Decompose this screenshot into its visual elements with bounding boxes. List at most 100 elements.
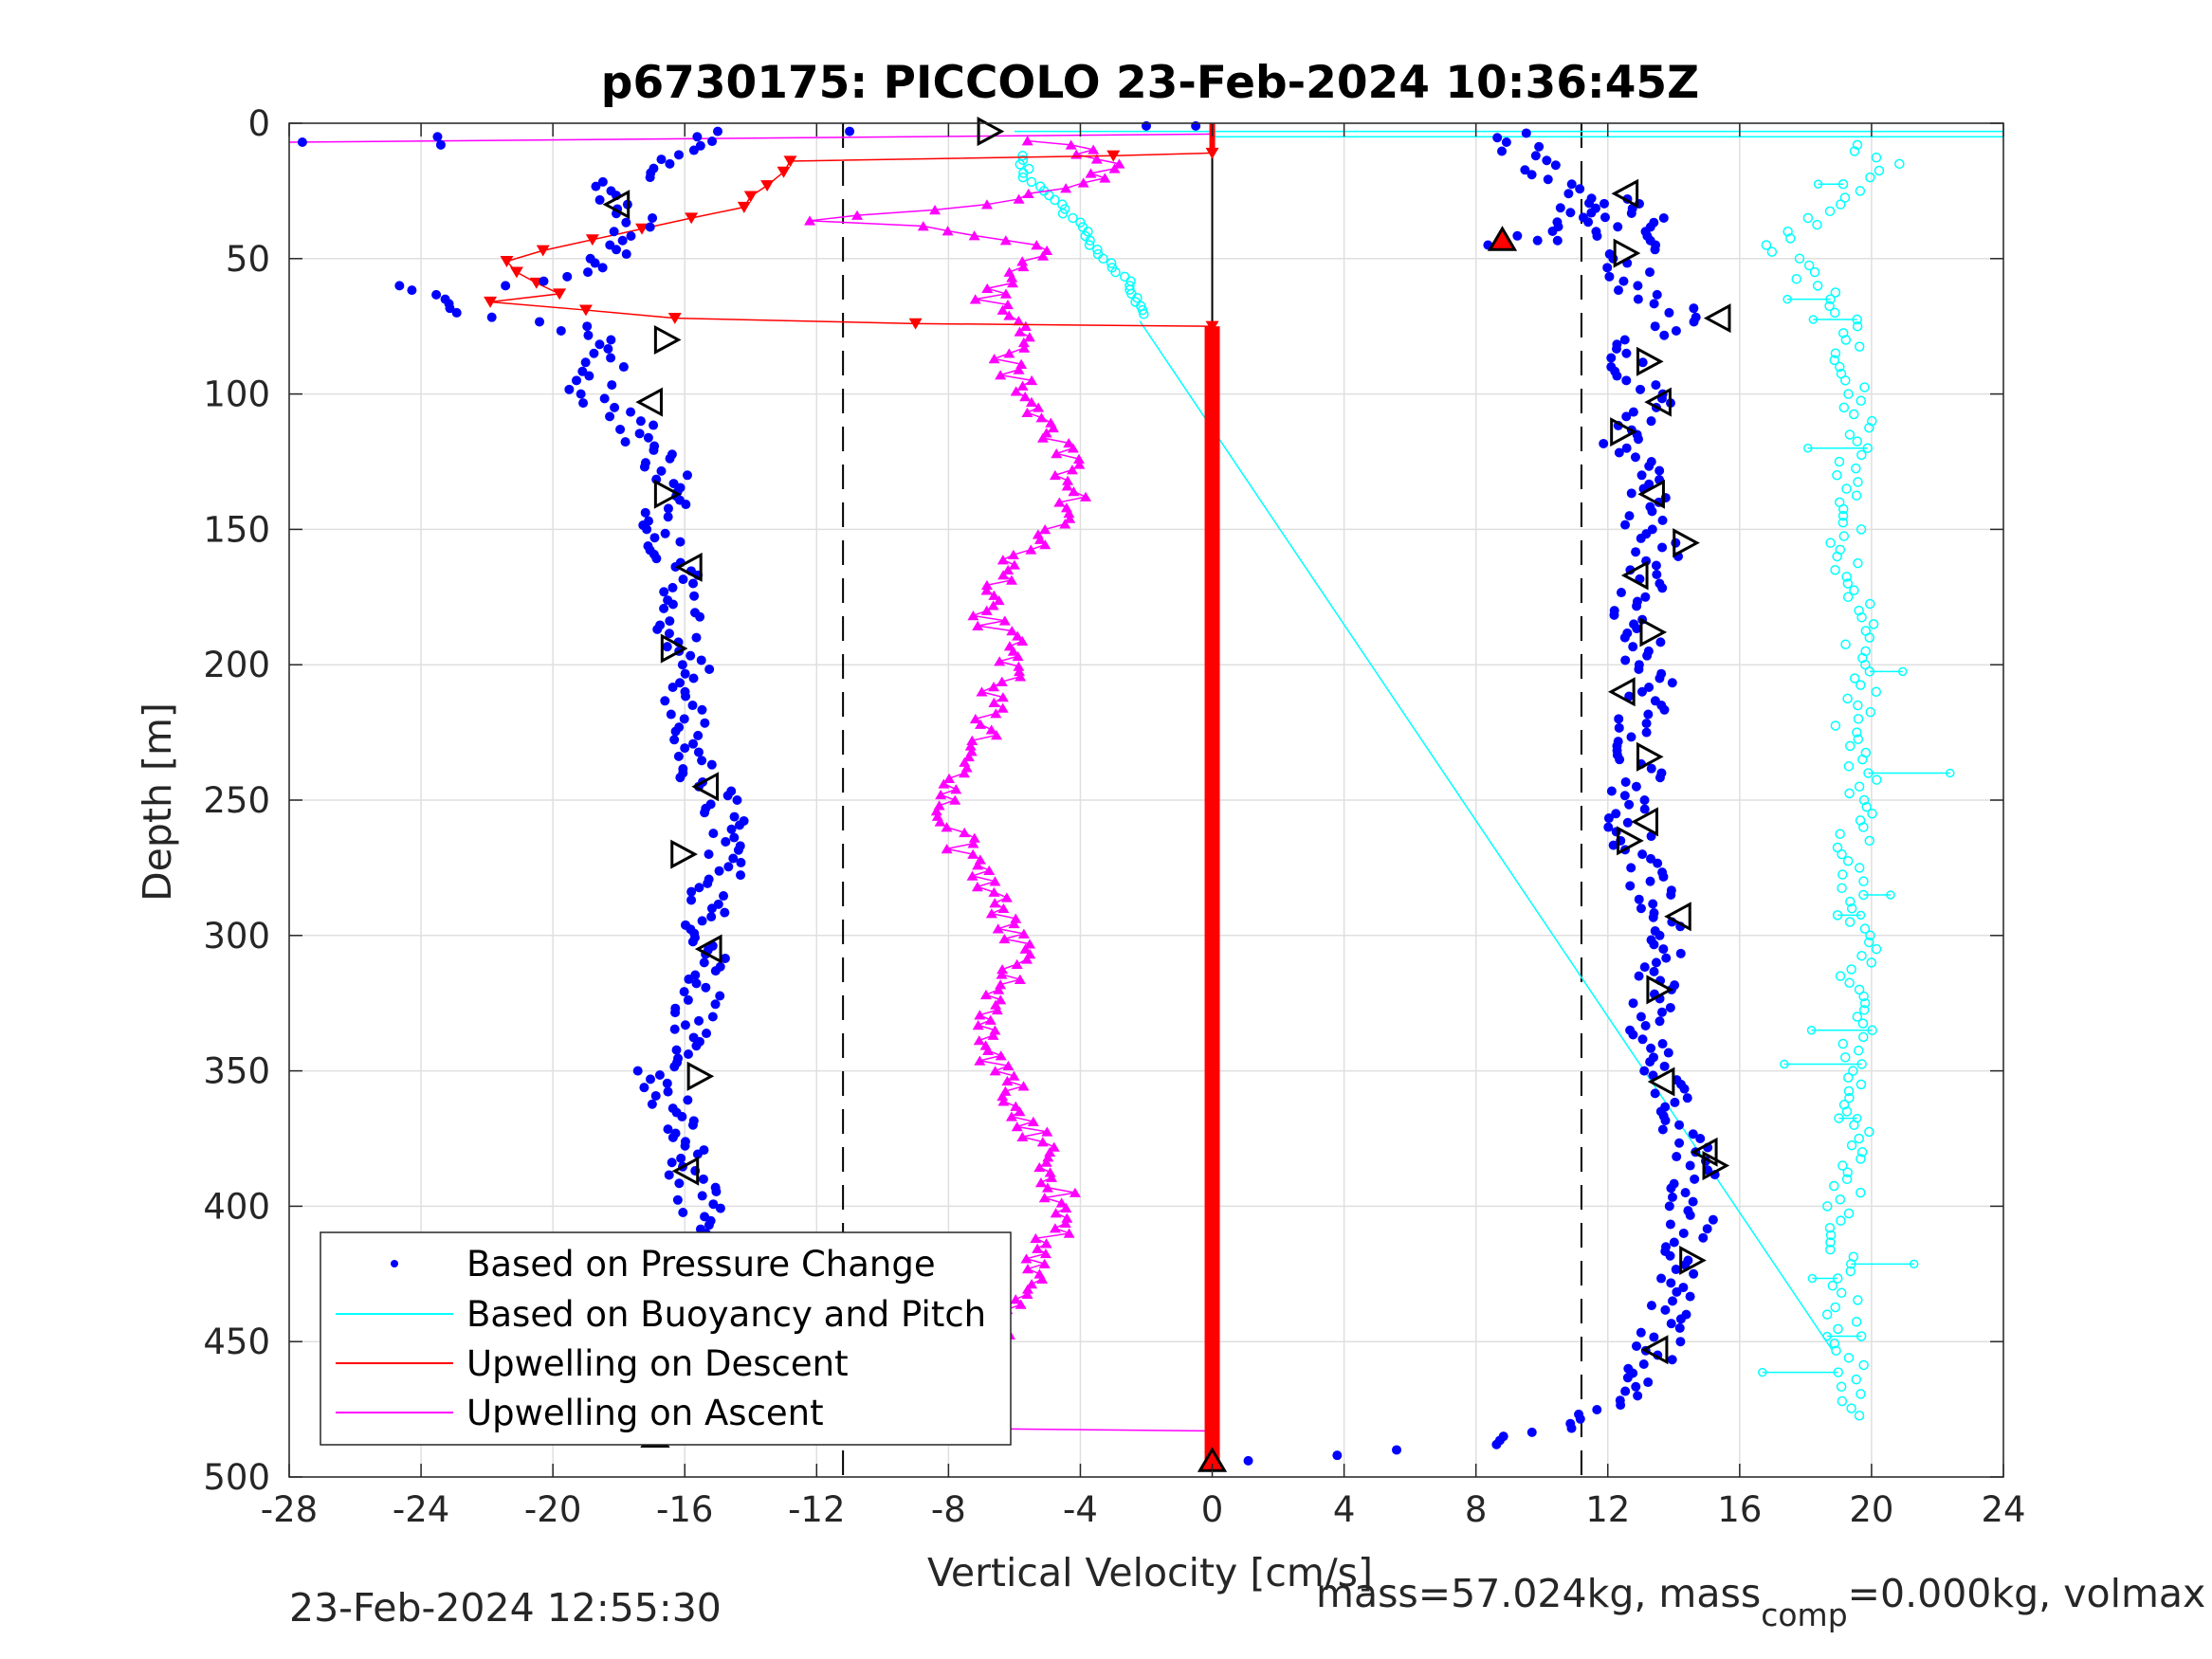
pressure-descent-point	[714, 866, 724, 876]
buoyancy-descent-point	[1018, 168, 1029, 178]
upwelling-descent-marker	[667, 313, 682, 324]
pressure-descent-point	[572, 375, 582, 386]
pressure-ascent-point	[1672, 1152, 1682, 1162]
buoyancy-point	[1854, 863, 1865, 873]
pressure-descent-point	[707, 1012, 718, 1022]
buoyancy-point	[1871, 152, 1882, 163]
pressure-ascent-point	[1575, 184, 1585, 194]
buoyancy-point	[1830, 348, 1841, 359]
buoyancy-point	[1832, 910, 1843, 921]
upwelling-ascent-marker	[1033, 402, 1045, 412]
pressure-ascent-point	[1682, 1093, 1692, 1103]
pressure-ascent-point	[1631, 1381, 1641, 1392]
pressure-ascent-point	[1623, 1363, 1634, 1374]
upwelling-ascent-marker	[1016, 256, 1029, 266]
pressure-ascent-point	[1643, 709, 1654, 720]
pressure-descent-point	[702, 1029, 712, 1039]
upwelling-ascent-marker	[1040, 1238, 1052, 1249]
pressure-descent-point	[680, 1140, 690, 1151]
upwelling-ascent-marker	[1011, 1121, 1023, 1132]
upwelling-ascent-marker	[1044, 1146, 1056, 1158]
buoyancy-point	[1830, 307, 1840, 319]
upwelling-ascent-marker	[1021, 407, 1033, 418]
upwelling-ascent-marker	[1025, 396, 1037, 407]
buoyancy-point	[1857, 1031, 1869, 1043]
pressure-descent-point	[691, 1041, 702, 1051]
buoyancy-point	[1853, 714, 1864, 724]
pressure-descent-point	[706, 903, 717, 914]
pressure-ascent-point	[1501, 137, 1511, 147]
pressure-ascent-point	[1620, 776, 1631, 787]
pressure-ascent-point	[1625, 1025, 1636, 1035]
buoyancy-descent-point	[1017, 172, 1029, 183]
pressure-ascent-point	[1646, 853, 1656, 864]
pressure-ascent-point	[1674, 1322, 1685, 1333]
x-tick-label: -24	[393, 1489, 449, 1530]
upwelling-ascent-marker	[989, 1066, 1001, 1076]
upwelling-ascent-marker	[1059, 519, 1071, 529]
buoyancy-descent-point	[1085, 235, 1095, 246]
pressure-ascent-point	[1669, 1178, 1679, 1189]
buoyancy-point	[1859, 382, 1870, 392]
pressure-ascent-point	[1628, 407, 1638, 417]
buoyancy-point	[1853, 700, 1863, 711]
upwelling-ascent-marker	[1040, 1157, 1052, 1167]
pressure-ascent-point	[1645, 876, 1655, 886]
buoyancy-point	[1864, 666, 1875, 677]
upwelling-descent-marker	[737, 201, 751, 213]
pressure-ascent-point	[1600, 212, 1610, 223]
buoyancy-point	[1808, 315, 1819, 324]
pressure-ascent-point	[1660, 1102, 1671, 1112]
legend-entry-buoyancy: Based on Buoyancy and Pitch	[336, 1294, 986, 1335]
buoyancy-point	[1844, 977, 1855, 989]
x-axis-label: Vertical Velocity [cm/s]	[927, 1550, 1373, 1595]
pressure-ascent-point	[1634, 660, 1644, 670]
y-tick-label: 400	[203, 1186, 270, 1227]
pressure-ascent-point	[1683, 1206, 1693, 1216]
upwelling-ascent-marker	[969, 713, 981, 724]
pressure-ascent-point	[1619, 335, 1630, 345]
pressure-descent-point	[606, 353, 616, 363]
buoyancy-point	[1825, 1244, 1836, 1255]
upwelling-ascent-marker	[1021, 1288, 1033, 1300]
buoyancy-point	[1825, 294, 1836, 304]
buoyancy-point	[1852, 1012, 1863, 1022]
pressure-descent-point	[679, 987, 689, 997]
buoyancy-point	[1841, 572, 1852, 582]
upwelling-ascent-marker	[989, 898, 1001, 908]
pressure-descent-point	[651, 554, 662, 564]
pressure-ascent-point	[1550, 160, 1561, 171]
upwelling-ascent-marker	[1013, 665, 1025, 677]
y-tick-label: 150	[203, 509, 270, 550]
pressure-ascent-point	[1639, 795, 1650, 805]
pressure-descent-point	[684, 974, 694, 984]
buoyancy-point	[1846, 1139, 1857, 1151]
pressure-descent-point	[649, 533, 660, 543]
upwelling-ascent-marker	[984, 1014, 996, 1025]
pressure-ascent-point	[1646, 935, 1656, 945]
pressure-ascent-point	[1498, 1431, 1508, 1442]
x-tick-label: -4	[1063, 1489, 1098, 1530]
pressure-descent-point	[583, 330, 594, 340]
buoyancy-point	[1829, 1180, 1839, 1192]
pressure-ascent-point	[1636, 1327, 1646, 1338]
pressure-ascent-point	[1600, 198, 1610, 209]
buoyancy-point	[1865, 172, 1875, 183]
upwelling-ascent-marker	[1019, 320, 1032, 331]
y-tick-label: 50	[226, 239, 270, 280]
upwelling-ascent-marker	[1053, 497, 1066, 507]
buoyancy-point	[1858, 822, 1869, 832]
pressure-ascent-point	[1526, 1427, 1537, 1437]
buoyancy-point	[1858, 794, 1870, 806]
buoyancy-point	[1859, 997, 1871, 1009]
buoyancy-point	[1852, 436, 1863, 447]
x-tick-label: 8	[1465, 1489, 1488, 1530]
buoyancy-descent-point	[1120, 271, 1130, 283]
buoyancy-descent-point	[1017, 151, 1028, 161]
pressure-ascent-point	[1654, 465, 1665, 476]
pressure-ascent-point	[1675, 1337, 1686, 1347]
pressure-descent-point	[639, 1083, 649, 1093]
upwelling-ascent-marker	[934, 816, 946, 827]
upwelling-ascent-marker	[973, 1035, 985, 1046]
pressure-descent-point	[680, 1020, 690, 1030]
